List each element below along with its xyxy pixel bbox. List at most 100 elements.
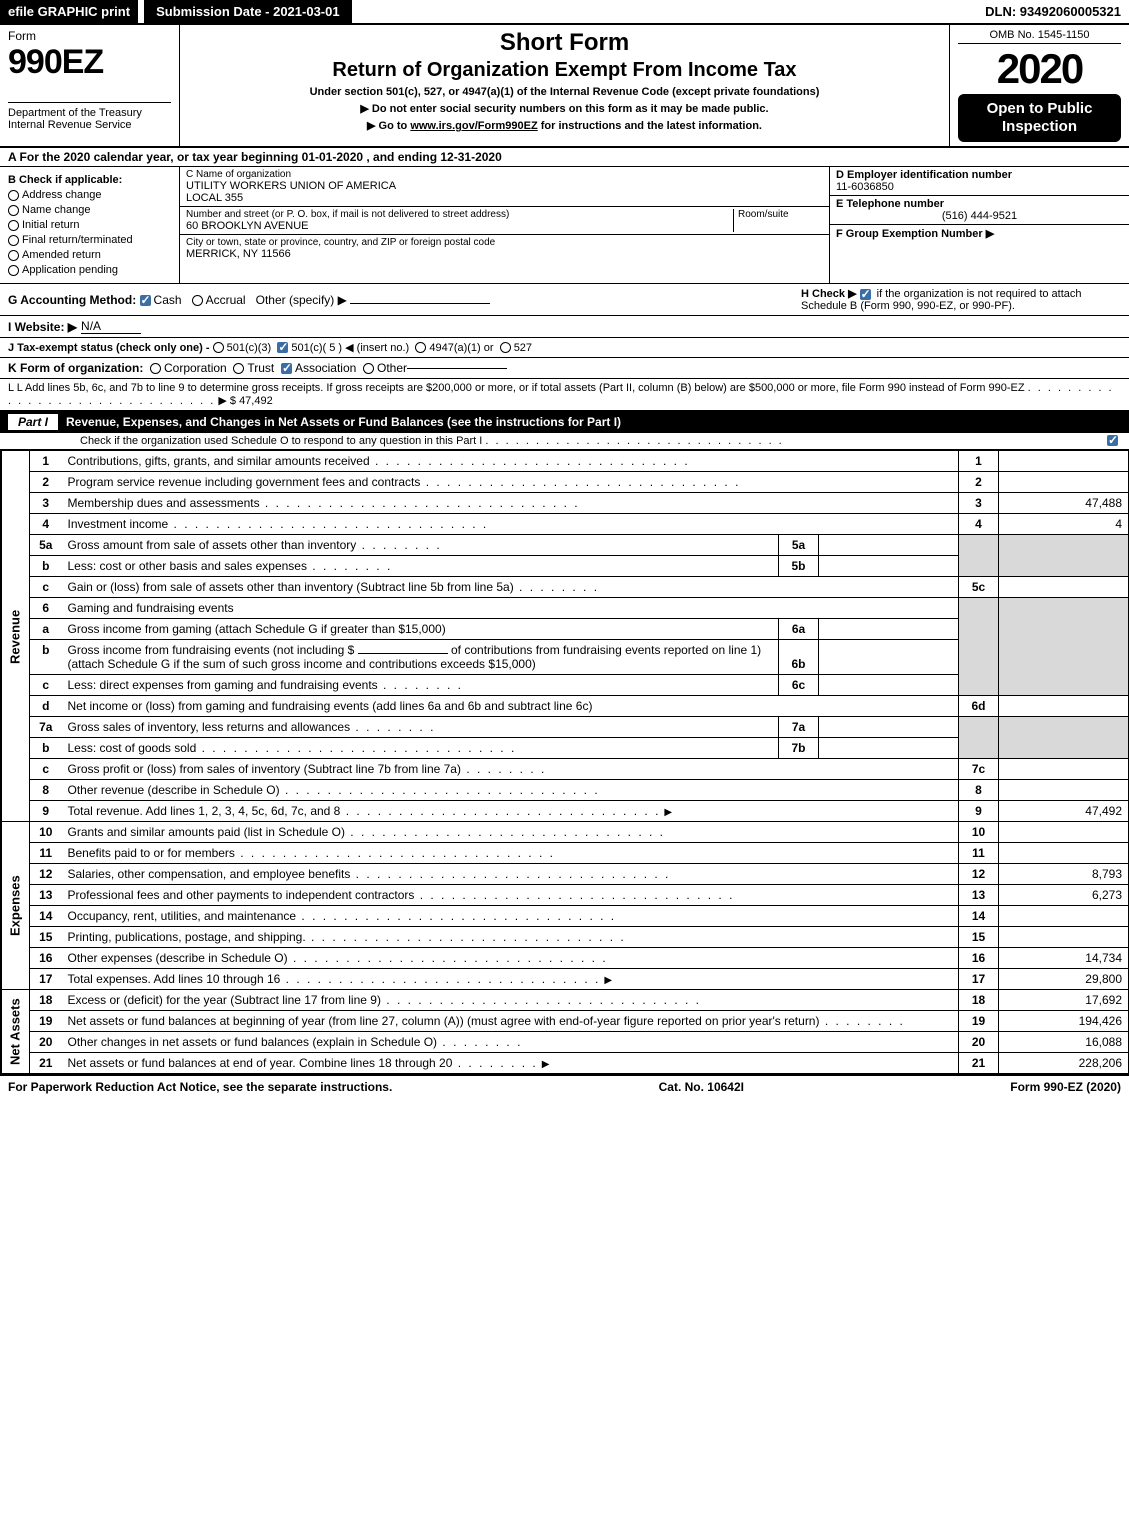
line-6b-blank[interactable] <box>358 653 448 654</box>
line-4-amt: 4 <box>999 514 1129 535</box>
part-1-title: Revenue, Expenses, and Changes in Net As… <box>66 415 1121 429</box>
line-7b-num: b <box>30 738 62 759</box>
chk-4947a1[interactable] <box>415 342 426 353</box>
chk-amended-return-label: Amended return <box>22 249 101 261</box>
ssn-warning: ▶ Do not enter social security numbers o… <box>188 102 941 115</box>
side-label-revenue: Revenue <box>1 451 30 822</box>
chk-name-change[interactable]: Name change <box>8 204 171 216</box>
line-5c-desc: Gain or (loss) from sale of assets other… <box>68 580 514 594</box>
org-address: 60 BROOKLYN AVENUE <box>186 220 733 232</box>
section-h: H Check ▶ if the organization is not req… <box>801 287 1121 312</box>
city-label: City or town, state or province, country… <box>186 237 823 248</box>
line-7c-lineno: 7c <box>959 759 999 780</box>
line-19-desc: Net assets or fund balances at beginning… <box>68 1014 820 1028</box>
efile-print-label[interactable]: efile GRAPHIC print <box>0 0 138 23</box>
form-id-block: Form 990EZ Department of the Treasury In… <box>0 25 180 146</box>
line-4-num: 4 <box>30 514 62 535</box>
line-1-num: 1 <box>30 451 62 472</box>
other-org-input[interactable] <box>407 368 507 369</box>
line-5b-subval <box>819 556 959 577</box>
line-5c-amt <box>999 577 1129 598</box>
line-7a-sub: 7a <box>779 717 819 738</box>
line-2-amt <box>999 472 1129 493</box>
submission-date-label: Submission Date - 2021-03-01 <box>144 0 352 23</box>
line-13-amt: 6,273 <box>999 885 1129 906</box>
other-specify-label: Other (specify) ▶ <box>256 293 347 307</box>
chk-other-org[interactable] <box>363 363 374 374</box>
line-7b-desc: Less: cost of goods sold <box>68 741 197 755</box>
chk-accrual[interactable] <box>192 295 203 306</box>
line-6a-sub: 6a <box>779 619 819 640</box>
org-city: MERRICK, NY 11566 <box>186 248 823 260</box>
addr-label: Number and street (or P. O. box, if mail… <box>186 209 733 220</box>
line-14-amt <box>999 906 1129 927</box>
chk-schedule-o-part1[interactable] <box>1107 435 1118 446</box>
footer-left: For Paperwork Reduction Act Notice, see … <box>8 1080 392 1094</box>
goto-pre: ▶ Go to <box>367 120 410 132</box>
line-8-num: 8 <box>30 780 62 801</box>
line-6c-desc: Less: direct expenses from gaming and fu… <box>68 678 378 692</box>
shade-7 <box>959 717 999 759</box>
line-18-lineno: 18 <box>959 990 999 1011</box>
line-6c-sub: 6c <box>779 675 819 696</box>
other-specify-input[interactable] <box>350 303 490 304</box>
line-20-num: 20 <box>30 1032 62 1053</box>
chk-final-return-label: Final return/terminated <box>22 234 133 246</box>
section-i: I Website: ▶ N/A <box>0 316 1129 338</box>
line-14-num: 14 <box>30 906 62 927</box>
line-13-desc: Professional fees and other payments to … <box>68 888 415 902</box>
opt-association: Association <box>295 361 356 375</box>
chk-527[interactable] <box>500 342 511 353</box>
chk-association[interactable] <box>281 363 292 374</box>
chk-501c3[interactable] <box>213 342 224 353</box>
line-6-num: 6 <box>30 598 62 619</box>
opt-501c: 501(c)( 5 ) ◀ (insert no.) <box>291 341 409 354</box>
line-20-amt: 16,088 <box>999 1032 1129 1053</box>
line-3-desc: Membership dues and assessments <box>68 496 260 510</box>
line-14-lineno: 14 <box>959 906 999 927</box>
line-7b-sub: 7b <box>779 738 819 759</box>
line-2-desc: Program service revenue including govern… <box>68 475 421 489</box>
form-title-block: Short Form Return of Organization Exempt… <box>180 25 949 146</box>
irs-link[interactable]: www.irs.gov/Form990EZ <box>410 120 537 132</box>
chk-schedule-b-not-required[interactable] <box>860 289 871 300</box>
chk-address-change[interactable]: Address change <box>8 189 171 201</box>
line-8-amt <box>999 780 1129 801</box>
line-12-lineno: 12 <box>959 864 999 885</box>
section-e-label: E Telephone number <box>836 198 1123 210</box>
chk-corporation[interactable] <box>150 363 161 374</box>
line-7c-amt <box>999 759 1129 780</box>
line-10-amt <box>999 822 1129 843</box>
page-footer: For Paperwork Reduction Act Notice, see … <box>0 1074 1129 1098</box>
dept-line1: Department of the Treasury <box>8 107 142 119</box>
line-6a-subval <box>819 619 959 640</box>
line-15-lineno: 15 <box>959 927 999 948</box>
chk-name-change-label: Name change <box>22 204 91 216</box>
line-5b-num: b <box>30 556 62 577</box>
chk-cash[interactable] <box>140 295 151 306</box>
line-7a-desc: Gross sales of inventory, less returns a… <box>68 720 351 734</box>
cash-label: Cash <box>154 293 182 307</box>
opt-4947a1: 4947(a)(1) or <box>429 342 493 354</box>
line-16-amt: 14,734 <box>999 948 1129 969</box>
line-1-amt <box>999 451 1129 472</box>
top-bar: efile GRAPHIC print Submission Date - 20… <box>0 0 1129 25</box>
line-21-lineno: 21 <box>959 1053 999 1074</box>
line-3-lineno: 3 <box>959 493 999 514</box>
line-19-lineno: 19 <box>959 1011 999 1032</box>
line-3-num: 3 <box>30 493 62 514</box>
chk-final-return[interactable]: Final return/terminated <box>8 234 171 246</box>
line-5a-desc: Gross amount from sale of assets other t… <box>68 538 357 552</box>
chk-initial-return[interactable]: Initial return <box>8 219 171 231</box>
line-17-amt: 29,800 <box>999 969 1129 990</box>
chk-amended-return[interactable]: Amended return <box>8 249 171 261</box>
footer-form-ref: Form 990-EZ (2020) <box>1010 1080 1121 1094</box>
under-section-text: Under section 501(c), 527, or 4947(a)(1)… <box>188 86 941 98</box>
opt-527: 527 <box>514 342 532 354</box>
chk-501c[interactable] <box>277 342 288 353</box>
section-h-label: H Check ▶ <box>801 288 857 300</box>
line-8-desc: Other revenue (describe in Schedule O) <box>68 783 280 797</box>
chk-trust[interactable] <box>233 363 244 374</box>
chk-application-pending[interactable]: Application pending <box>8 264 171 276</box>
line-10-num: 10 <box>30 822 62 843</box>
